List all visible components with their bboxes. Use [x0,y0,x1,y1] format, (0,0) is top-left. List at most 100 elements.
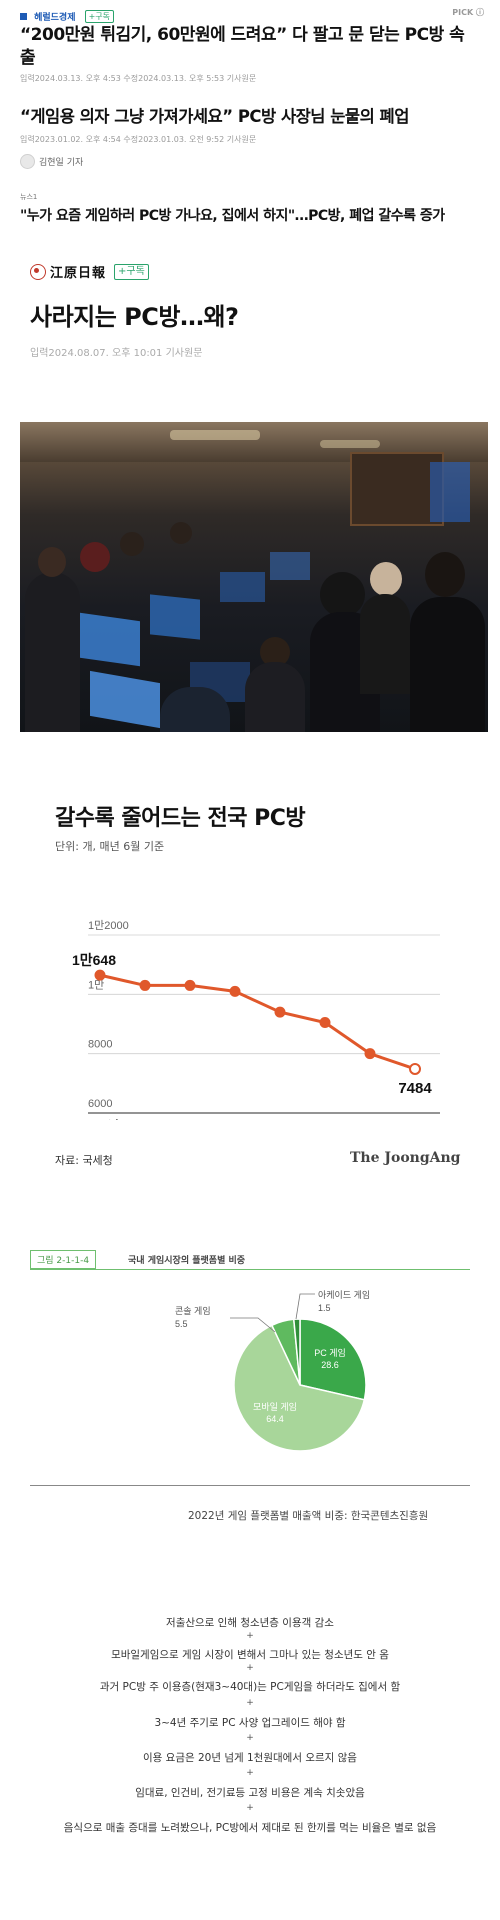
article-4-source[interactable]: 江原日報 [50,266,107,281]
monitor [220,572,265,602]
reasons-list: 저출산으로 인해 청소년층 이용객 감소 + 모바일게임으로 게임 시장이 변해… [0,1615,500,1905]
plus-icon: + [118,265,127,277]
data-point [319,1017,331,1029]
series-line [99,973,416,1071]
slice-value: 28.6 [321,1360,339,1370]
plus-icon: + [246,1663,254,1673]
slice-label: 아케이드 게임 [318,1289,370,1300]
pie-chart: PC 게임 28.6 모바일 게임 64.4 콘솔 게임 5.5 아케이드 게임 1.5 [175,1289,370,1452]
slice-value: 64.4 [266,1414,284,1424]
pie-caption: 2022년 게임 플랫폼별 매출액 비중: 한국콘텐츠진흥원 [188,1510,429,1522]
person [25,572,80,732]
ceiling-light [320,440,380,448]
article-3-source[interactable]: 뉴스1 [20,193,38,201]
plus-icon: + [246,1631,254,1641]
reporter-name[interactable]: 김현일 기자 [39,158,84,168]
x-tick-label: 2019 [177,1118,204,1120]
data-point [139,979,151,991]
plus-icon: + [246,1698,254,1708]
pie-slice [292,1318,301,1386]
ceiling-light [170,430,260,440]
person [160,687,230,732]
slice-label: 모바일 게임 [253,1401,297,1412]
data-point [94,969,106,981]
article-2-title[interactable]: “게임용 의자 그냥 가져가세요” PC방 사장님 눈물의 폐업 [20,107,409,126]
plus-icon: + [246,1768,254,1778]
person [120,532,144,556]
leader-line [230,1317,276,1333]
plus-icon: + [88,12,96,21]
person [410,597,485,732]
x-tick-label: 2020 [222,1118,249,1120]
person [425,552,465,597]
brand-logo: The JoongAng [350,1150,461,1166]
wall-sign [350,452,444,526]
data-point [229,985,241,997]
reason-item: 음식으로 매출 증대를 노려봤으나, PC방에서 제대로 된 한끼를 먹는 비율… [63,1822,437,1834]
x-tick-label: 2021 [267,1118,294,1120]
subscribe-button-2[interactable]: +구독 [114,263,149,280]
article-1-source[interactable]: 헤럴드경제 [34,13,76,23]
person [170,522,192,544]
reason-item: 임대료, 인건비, 전기료등 고정 비용은 계속 치솟았음 [135,1787,365,1799]
article-4-title[interactable]: 사라지는 PC방…왜? [30,303,239,331]
person [38,547,66,577]
y-tick-label: 6000 [88,1098,112,1110]
pc-bang-photo [20,422,488,732]
person [80,542,110,572]
article-3-title[interactable]: "누가 요즘 게임하러 PC방 가나요, 집에서 하지"…PC방, 폐업 갈수록… [20,208,445,224]
pie-title: 국내 게임시장의 플랫폼별 비중 [128,1256,246,1266]
reason-item: 모바일게임으로 게임 시장이 변해서 그마나 있는 청소년도 안 옴 [111,1649,389,1661]
monitor [270,552,310,580]
person [370,562,402,596]
monitor [80,612,140,667]
data-label: 1만648 [72,952,116,968]
pick-badge[interactable]: PICK ⓘ [452,8,484,17]
person [320,572,365,617]
divider [30,1485,470,1486]
article-2: “게임용 의자 그냥 가져가세요” PC방 사장님 눈물의 폐업 입력2023.… [20,106,490,169]
monitor [150,594,200,640]
article-4-header: 江原日報 +구독 [30,262,480,281]
pie-slice [233,1324,366,1452]
data-point [274,1006,286,1018]
slice-value: 1.5 [318,1303,331,1313]
plus-icon: + [246,1733,254,1743]
line-chart: 1만2000 1만 8000 6000 2017년 2018 2019 2020 2021 202… [72,919,440,1120]
avatar [20,154,35,169]
article-1-header: 헤럴드경제 +구독 PICK ⓘ [20,6,490,23]
leader-line [295,1293,315,1320]
subscribe-button[interactable]: +구독 [84,10,115,23]
data-point [409,1062,421,1075]
slice-label: 콘솔 게임 [175,1305,211,1316]
data-point [364,1048,376,1060]
chart-subtitle: 단위: 개, 매년 6월 기준 [55,840,165,853]
x-tick-label: 2023 [357,1118,384,1120]
reporter-row: 김현일 기자 [20,154,490,169]
article-1: 헤럴드경제 +구독 PICK ⓘ “200만원 튀김기, 60만원에 드려요” … [20,6,490,84]
reason-item: 과거 PC방 주 이용층(현재3~40대)는 PC게임을 하더라도 집에서 함 [99,1681,401,1693]
person [360,594,410,694]
newspaper-emblem-icon [30,263,46,280]
reason-item: 저출산으로 인해 청소년층 이용객 감소 [166,1617,334,1629]
person [245,662,305,732]
wall-poster [430,462,470,522]
article-2-meta: 입력2023.01.02. 오후 4:54 수정2023.01.03. 오전 9… [20,135,257,144]
data-point [184,979,196,991]
article-1-meta: 입력2024.03.13. 오후 4:53 수정2024.03.13. 오후 5… [20,74,257,83]
x-tick-label: 2018 [132,1118,159,1120]
y-tick-label: 1만2000 [88,919,129,932]
monitor [90,670,160,729]
article-1-title[interactable]: “200만원 튀김기, 60만원에 드려요” 다 팔고 문 닫는 PC방 속 출 [20,25,465,68]
info-icon: ⓘ [473,8,484,17]
herald-logo-icon [20,13,27,20]
slice-label: PC 게임 [314,1347,346,1358]
x-tick-label: 2017년 [81,1118,119,1120]
reason-item: 3~4년 주기로 PC 사양 업그레이드 해야 함 [154,1717,346,1729]
divider [30,1269,470,1270]
pie-slice [299,1318,367,1401]
chart-source: 자료: 국세청 [55,1154,113,1167]
y-tick-label: 1만 [88,978,104,991]
x-tick-label: 2024 [402,1118,429,1120]
slice-value: 5.5 [175,1319,188,1329]
